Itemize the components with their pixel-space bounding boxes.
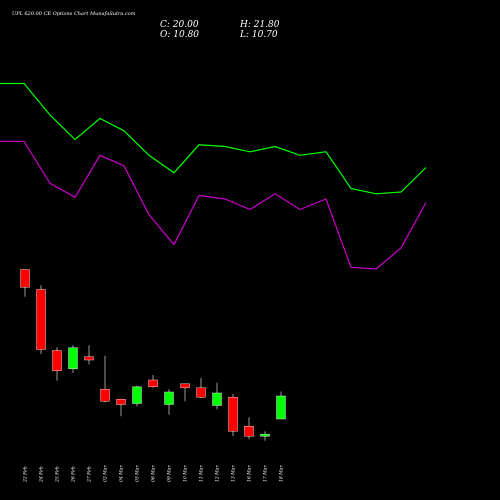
- date-label: 18 Mar: [279, 465, 285, 482]
- candle: [132, 385, 142, 407]
- candle: [20, 269, 30, 297]
- candle-body: [228, 397, 238, 432]
- candle: [244, 417, 254, 440]
- upper-band-line: [0, 82, 427, 195]
- candles-layer: [20, 269, 286, 441]
- lower-band-line: [0, 140, 427, 270]
- chart-title: UPL 620.00 CE Options Chart MunafaSutra.…: [12, 11, 136, 17]
- candle-body: [36, 289, 46, 350]
- date-label: 13 Mar: [231, 465, 237, 482]
- candle: [212, 382, 222, 410]
- date-label: 25 Feb: [55, 466, 61, 483]
- candle-body: [148, 379, 158, 387]
- date-label: 04 Mar: [119, 465, 125, 482]
- date-labels: 22 Feb 24 Feb 25 Feb 26 Feb 27 Feb 02 Mar 04 M…: [23, 465, 285, 483]
- ohlc-close: C: 20.00: [160, 20, 199, 30]
- candle-body: [84, 356, 94, 361]
- candle: [36, 285, 46, 354]
- candle-body: [100, 389, 110, 402]
- date-label: 12 Mar: [215, 465, 221, 482]
- date-label: 16 Mar: [247, 465, 253, 482]
- date-label: 11 Mar: [199, 465, 205, 482]
- date-label: 10 Mar: [183, 465, 189, 482]
- candle-body: [68, 347, 78, 369]
- candle-body: [52, 350, 62, 371]
- ohlc-low: L: 10.70: [239, 30, 278, 40]
- candle-body: [260, 434, 270, 437]
- date-label: 17 Mar: [263, 465, 269, 482]
- candle: [100, 355, 110, 403]
- date-label: 09 Mar: [167, 465, 173, 482]
- candle: [68, 345, 78, 373]
- candle-body: [116, 399, 126, 405]
- date-label: 27 Feb: [87, 466, 93, 483]
- candle-body: [244, 426, 254, 437]
- candle: [260, 431, 270, 441]
- candle-body: [164, 391, 174, 405]
- date-label: 06 Mar: [151, 465, 157, 482]
- date-label: 22 Feb: [23, 466, 29, 483]
- candle: [148, 375, 158, 388]
- date-label: 02 Mar: [103, 465, 109, 482]
- candle: [196, 378, 206, 399]
- ohlc-open: O: 10.80: [160, 30, 199, 40]
- candle: [84, 345, 94, 365]
- candle: [228, 394, 238, 436]
- candle: [52, 347, 62, 381]
- candle: [164, 389, 174, 415]
- date-label: 24 Feb: [39, 466, 45, 483]
- candle-body: [196, 387, 206, 398]
- candle-body: [132, 386, 142, 404]
- candle-body: [180, 383, 190, 388]
- candle-body: [212, 392, 222, 406]
- candle: [180, 383, 190, 402]
- candle-body: [20, 269, 30, 288]
- date-label: 26 Feb: [71, 466, 77, 483]
- date-label: 05 Mar: [135, 465, 141, 482]
- candle: [276, 391, 286, 420]
- ohlc-high: H: 21.80: [239, 20, 280, 30]
- candle-body: [276, 395, 286, 420]
- bands-layer: [0, 82, 427, 270]
- candle: [116, 399, 126, 417]
